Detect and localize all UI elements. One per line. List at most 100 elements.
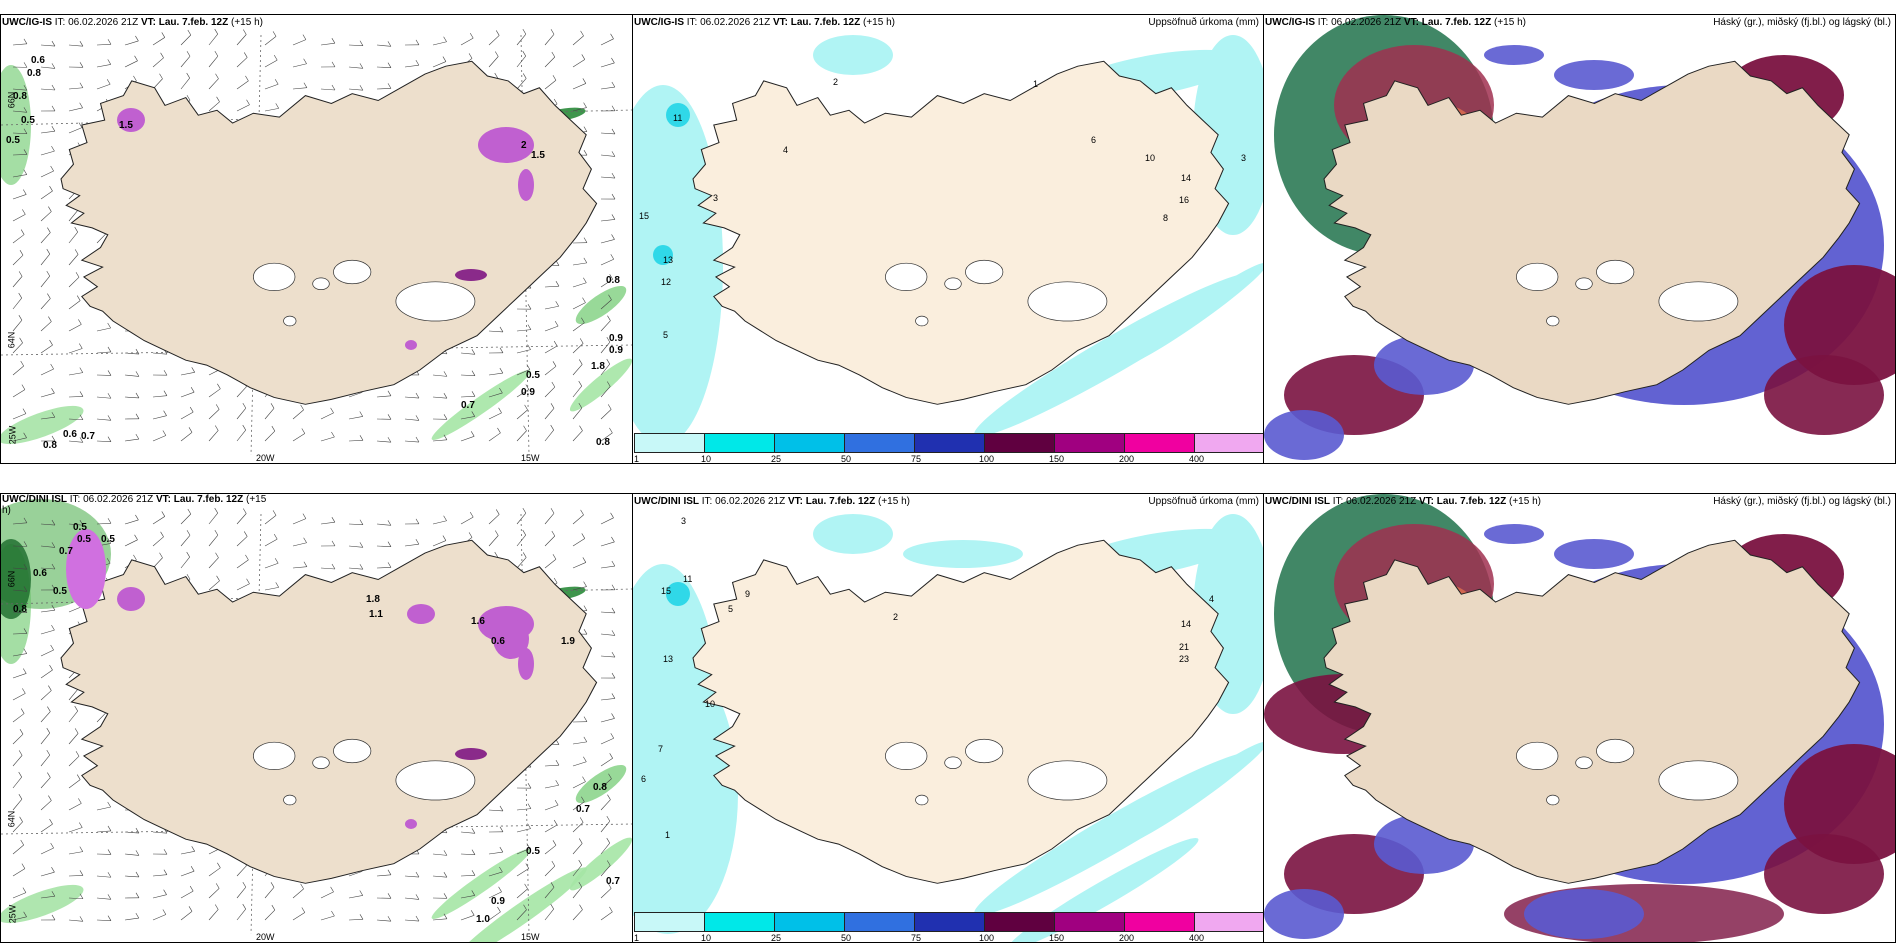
wind-barb-flag	[443, 414, 448, 420]
wind-barb-flag	[246, 99, 250, 105]
wind-barb	[572, 282, 587, 288]
wind-barb	[544, 908, 554, 921]
wind-barb	[236, 513, 247, 525]
wind-barb	[376, 88, 391, 90]
wind-barb-flag	[469, 32, 474, 39]
wind-barb	[292, 409, 304, 420]
wind-barb	[348, 392, 363, 398]
wind-barb	[348, 440, 363, 442]
wind-barb-flag	[23, 541, 28, 547]
wind-barb-flag	[23, 564, 28, 570]
wind-barb-flag	[442, 56, 447, 62]
wind-barb-flag	[47, 772, 51, 778]
wind-barb	[124, 396, 139, 399]
wind-barb-flag	[610, 33, 614, 39]
land-mass	[60, 60, 598, 405]
field-area	[1764, 834, 1884, 914]
wind-barb-flag	[49, 664, 53, 671]
wind-barb-flag	[415, 39, 420, 46]
iceland-coastline	[60, 60, 598, 405]
field-area	[1, 884, 84, 924]
wind-barb	[544, 345, 558, 354]
glacier-outline	[965, 738, 1004, 764]
wind-barb	[600, 842, 610, 855]
wind-barb-flag	[330, 407, 334, 414]
colorbar-cell	[634, 912, 704, 932]
wind-barb-flag	[163, 410, 167, 416]
wind-map	[1, 499, 632, 942]
wind-barb-flag	[107, 518, 112, 524]
wind-barb	[68, 851, 83, 855]
field-area	[117, 108, 145, 132]
field-area	[569, 358, 632, 412]
wind-barb	[432, 520, 447, 525]
wind-barb-flag	[48, 795, 52, 801]
iceland-coastline	[692, 539, 1230, 884]
field-area	[666, 103, 690, 127]
wind-barb-flag	[135, 871, 140, 878]
wind-barb-flag	[499, 367, 504, 374]
wind-barb	[152, 395, 167, 398]
wind-barb-flag	[331, 38, 336, 44]
land-mass	[692, 60, 1230, 405]
colorbar-cell	[984, 912, 1054, 932]
wind-barb-flag	[470, 431, 475, 437]
glacier-outline	[965, 259, 1004, 285]
lat-label: 66N	[6, 570, 17, 588]
wind-barb-flag	[214, 529, 219, 536]
wind-barb-flag	[302, 34, 307, 40]
wind-barb-flag	[524, 883, 528, 890]
field-area	[653, 245, 673, 265]
wind-barb	[68, 127, 83, 134]
wind-barb-flag	[22, 209, 26, 215]
wind-barb-flag	[214, 507, 218, 514]
wind-barb	[208, 580, 220, 591]
wind-barb	[572, 801, 585, 811]
wind-barb-flag	[583, 605, 588, 611]
gust-value: 0.8	[596, 437, 610, 448]
wind-barb	[40, 344, 53, 354]
wind-barb-flag	[555, 780, 559, 786]
gust-value: 0.5	[21, 115, 35, 126]
gust-value: 1.5	[531, 150, 545, 161]
wind-barb-flag	[135, 850, 140, 856]
wind-barb-flag	[51, 624, 55, 631]
wind-barb-flag	[20, 839, 24, 846]
wind-barb-flag	[583, 629, 588, 635]
wind-barb-flag	[190, 866, 195, 872]
wind-barb-flag	[21, 863, 26, 869]
wind-barb-flag	[499, 387, 503, 394]
wind-barb	[544, 366, 557, 376]
wind-barb	[460, 831, 475, 834]
wind-barb-flag	[552, 361, 557, 367]
wind-barb	[12, 733, 24, 745]
wind-barb	[40, 823, 53, 833]
wind-barb	[96, 830, 111, 833]
wind-barb-flag	[49, 185, 53, 192]
wind-barb	[208, 55, 219, 68]
wind-barb-flag	[522, 552, 527, 558]
wind-barb	[236, 536, 248, 547]
wind-barb	[124, 438, 139, 442]
wind-barb	[152, 415, 167, 420]
wind-barb	[40, 711, 51, 723]
wind-barb	[460, 853, 475, 855]
wind-barb-flag	[23, 38, 28, 45]
wind-barb	[516, 888, 528, 899]
wind-barb-flag	[301, 907, 306, 913]
wind-barb-flag	[189, 885, 194, 892]
wind-barb-flag	[51, 914, 56, 921]
wind-barb-flag	[499, 326, 504, 333]
wind-barb	[460, 352, 475, 355]
land-mass	[1323, 539, 1861, 884]
wind-barb	[516, 808, 531, 811]
wind-barb-flag	[22, 189, 27, 195]
wind-barb-flag	[51, 435, 56, 442]
wind-barb-flag	[186, 530, 191, 536]
wind-barb	[68, 44, 83, 47]
wind-barb-flag	[186, 574, 191, 580]
wind-barb	[12, 214, 26, 222]
wind-barb	[12, 653, 27, 657]
wind-barb	[236, 429, 246, 442]
wind-barb-flag	[415, 894, 420, 900]
